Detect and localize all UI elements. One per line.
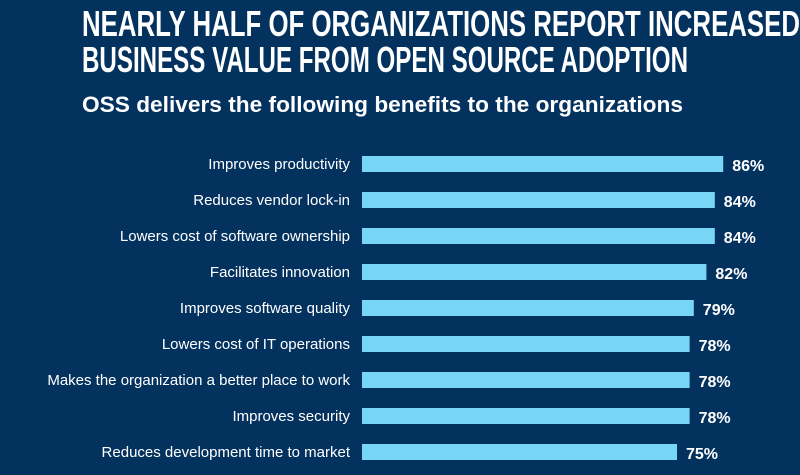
bar [362, 156, 724, 172]
bar [362, 300, 694, 316]
category-label: Reduces vendor lock-in [193, 192, 350, 209]
bar [362, 372, 690, 388]
bar [362, 192, 715, 208]
value-label: 78% [699, 410, 731, 427]
category-label: Lowers cost of software ownership [120, 228, 350, 245]
bar [362, 264, 707, 280]
value-label: 86% [732, 158, 764, 175]
value-label: 75% [686, 446, 718, 463]
chart-title-line-2: BUSINESS VALUE FROM OPEN SOURCE ADOPTION [82, 39, 688, 80]
bar [362, 228, 715, 244]
bar [362, 444, 677, 460]
category-label: Makes the organization a better place to… [47, 372, 350, 389]
bar [362, 336, 690, 352]
value-label: 79% [703, 302, 735, 319]
chart-subtitle: OSS delivers the following benefits to t… [82, 92, 683, 117]
category-label: Facilitates innovation [210, 264, 350, 281]
value-label: 78% [699, 338, 731, 355]
value-label: 82% [715, 266, 747, 283]
value-label: 84% [724, 194, 756, 211]
bar [362, 408, 690, 424]
category-label: Improves productivity [208, 156, 350, 173]
chart-title-line-1: NEARLY HALF OF ORGANIZATIONS REPORT INCR… [82, 3, 800, 44]
category-label: Reduces development time to market [102, 444, 351, 461]
category-label: Improves security [232, 408, 350, 425]
value-label: 78% [699, 374, 731, 391]
category-label: Improves software quality [180, 300, 351, 317]
category-label: Lowers cost of IT operations [162, 336, 350, 353]
value-label: 84% [724, 230, 756, 247]
